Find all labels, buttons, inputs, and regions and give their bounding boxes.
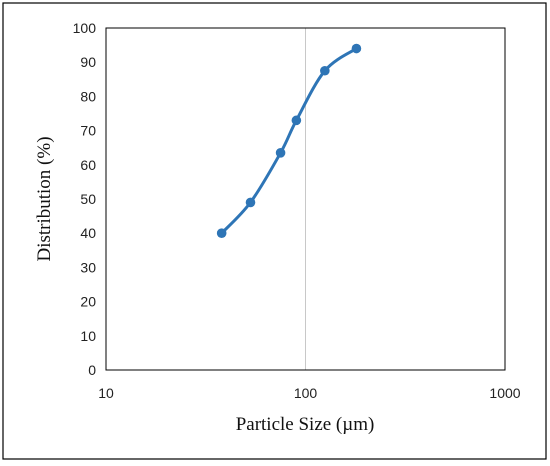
x-tick-label: 10: [98, 385, 114, 401]
y-tick-label: 30: [80, 259, 96, 275]
y-tick-label: 20: [80, 294, 96, 310]
data-point: [351, 43, 362, 54]
x-tick-label: 1000: [489, 385, 520, 401]
data-point: [320, 65, 330, 76]
y-tick-label: 60: [80, 157, 96, 173]
y-tick-label: 50: [80, 191, 96, 207]
y-tick-label: 90: [80, 54, 96, 70]
data-point: [291, 115, 302, 126]
y-axis-title: Distribution (%): [34, 136, 55, 261]
data-point: [216, 228, 227, 238]
y-tick-label: 80: [80, 88, 96, 104]
x-axis-title: Particle Size (µm): [236, 414, 375, 435]
y-tick-label: 40: [80, 225, 96, 241]
outer-border: [2, 2, 547, 460]
y-tick-label: 10: [80, 328, 96, 344]
data-point: [245, 197, 256, 208]
y-tick-label: 70: [80, 123, 96, 139]
y-tick-label: 0: [88, 362, 96, 378]
plot-area-border: [105, 27, 506, 371]
data-point: [275, 148, 286, 158]
x-tick-label: 100: [294, 385, 318, 401]
y-tick-label: 100: [73, 20, 97, 36]
